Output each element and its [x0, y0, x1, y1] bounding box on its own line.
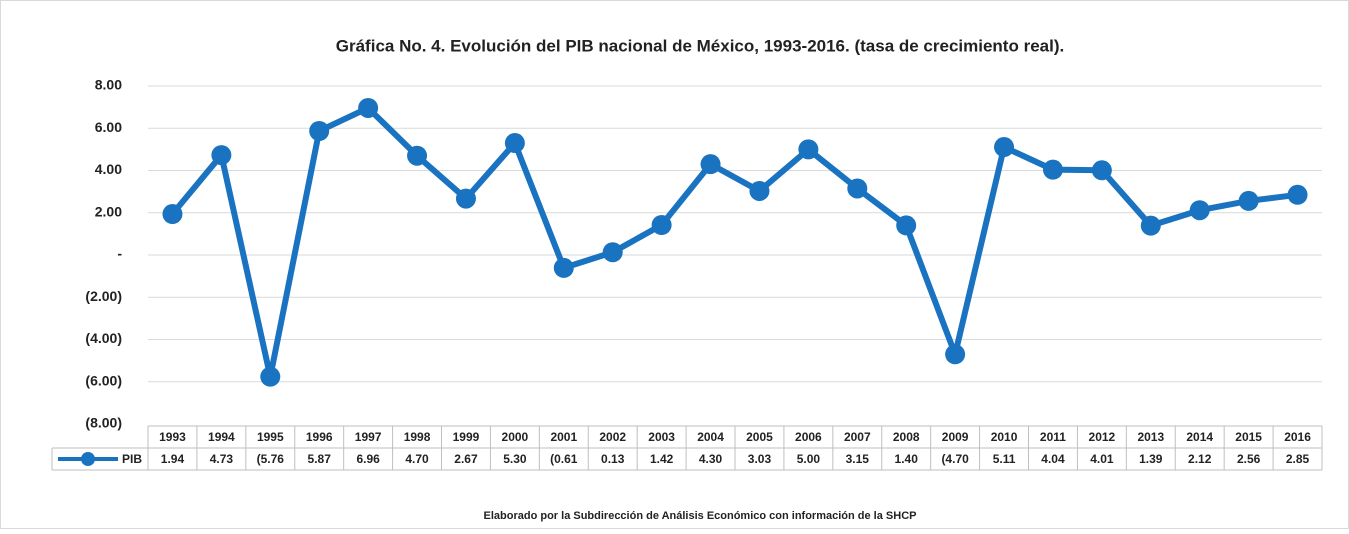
- x-tick-label: 2005: [746, 430, 773, 444]
- y-tick-label: (4.00): [85, 330, 122, 346]
- chart-title: Gráfica No. 4. Evolución del PIB naciona…: [336, 36, 1064, 55]
- table-value: 1.42: [650, 452, 674, 466]
- table-value: (4.70: [941, 452, 969, 466]
- table-value: 3.15: [846, 452, 870, 466]
- x-tick-label: 2011: [1040, 430, 1066, 444]
- x-tick-label: 2010: [991, 430, 1018, 444]
- y-tick-label: 4.00: [95, 161, 122, 177]
- marker: [260, 366, 281, 387]
- marker: [945, 344, 966, 365]
- marker: [309, 120, 330, 141]
- marker: [1091, 160, 1112, 181]
- marker: [504, 133, 525, 154]
- marker: [553, 257, 574, 278]
- table-value: 4.73: [210, 452, 234, 466]
- table-value: 4.30: [699, 452, 723, 466]
- marker: [1287, 184, 1308, 205]
- marker: [407, 145, 428, 166]
- table-value: 4.01: [1090, 452, 1114, 466]
- marker: [1189, 200, 1210, 221]
- x-tick-label: 1997: [355, 430, 382, 444]
- table-value: 5.11: [993, 452, 1016, 466]
- table-value: 5.30: [503, 452, 527, 466]
- table-value: 1.39: [1139, 452, 1163, 466]
- table-value: 4.70: [405, 452, 429, 466]
- legend-label: PIB: [122, 452, 142, 466]
- y-tick-label: 6.00: [95, 119, 122, 135]
- marker: [1238, 190, 1259, 211]
- marker: [749, 180, 770, 201]
- marker: [700, 154, 721, 175]
- x-tick-label: 2016: [1284, 430, 1311, 444]
- marker: [1042, 159, 1063, 180]
- table-value: 2.85: [1286, 452, 1310, 466]
- x-tick-label: 2000: [502, 430, 529, 444]
- marker: [1140, 215, 1161, 236]
- x-tick-label: 2012: [1089, 430, 1116, 444]
- marker: [994, 137, 1015, 158]
- x-tick-label: 2007: [844, 430, 871, 444]
- y-tick-label: (6.00): [85, 372, 122, 388]
- x-tick-label: 2013: [1137, 430, 1164, 444]
- y-tick-label: -: [117, 246, 122, 262]
- x-tick-label: 2015: [1235, 430, 1262, 444]
- x-tick-label: 2009: [942, 430, 969, 444]
- table-value: 5.87: [308, 452, 332, 466]
- table-value: 3.03: [748, 452, 772, 466]
- marker: [798, 139, 819, 160]
- table-value: 2.12: [1188, 452, 1212, 466]
- table-value: 1.40: [895, 452, 919, 466]
- table-value: 6.96: [356, 452, 380, 466]
- x-tick-label: 1996: [306, 430, 333, 444]
- marker: [211, 145, 232, 166]
- x-tick-label: 1998: [404, 430, 431, 444]
- table-value: (0.61: [550, 452, 578, 466]
- table-value: 4.04: [1041, 452, 1065, 466]
- marker: [896, 215, 917, 236]
- table-value: 2.56: [1237, 452, 1261, 466]
- table-value: 5.00: [797, 452, 821, 466]
- footnote: Elaborado por la Subdirección de Análisi…: [484, 510, 917, 522]
- x-tick-label: 2002: [599, 430, 626, 444]
- marker: [455, 188, 476, 209]
- y-tick-label: (8.00): [85, 415, 122, 431]
- x-tick-label: 2001: [550, 430, 577, 444]
- y-tick-label: 8.00: [95, 77, 122, 93]
- marker: [651, 215, 672, 236]
- marker: [602, 242, 623, 263]
- x-tick-label: 2014: [1186, 430, 1213, 444]
- y-tick-label: (2.00): [85, 288, 122, 304]
- x-tick-label: 1993: [159, 430, 186, 444]
- x-tick-label: 1999: [453, 430, 480, 444]
- x-tick-label: 2003: [648, 430, 675, 444]
- table-value: 1.94: [161, 452, 185, 466]
- x-tick-label: 1995: [257, 430, 284, 444]
- y-tick-label: 2.00: [95, 203, 122, 219]
- x-tick-label: 2004: [697, 430, 724, 444]
- x-tick-label: 2008: [893, 430, 920, 444]
- table-value: 0.13: [601, 452, 625, 466]
- table-value: (5.76: [257, 452, 285, 466]
- x-tick-label: 1994: [208, 430, 235, 444]
- marker: [847, 178, 868, 199]
- legend-marker: [81, 452, 95, 466]
- x-tick-label: 2006: [795, 430, 822, 444]
- marker: [358, 97, 379, 118]
- table-value: 2.67: [454, 452, 478, 466]
- marker: [162, 204, 183, 225]
